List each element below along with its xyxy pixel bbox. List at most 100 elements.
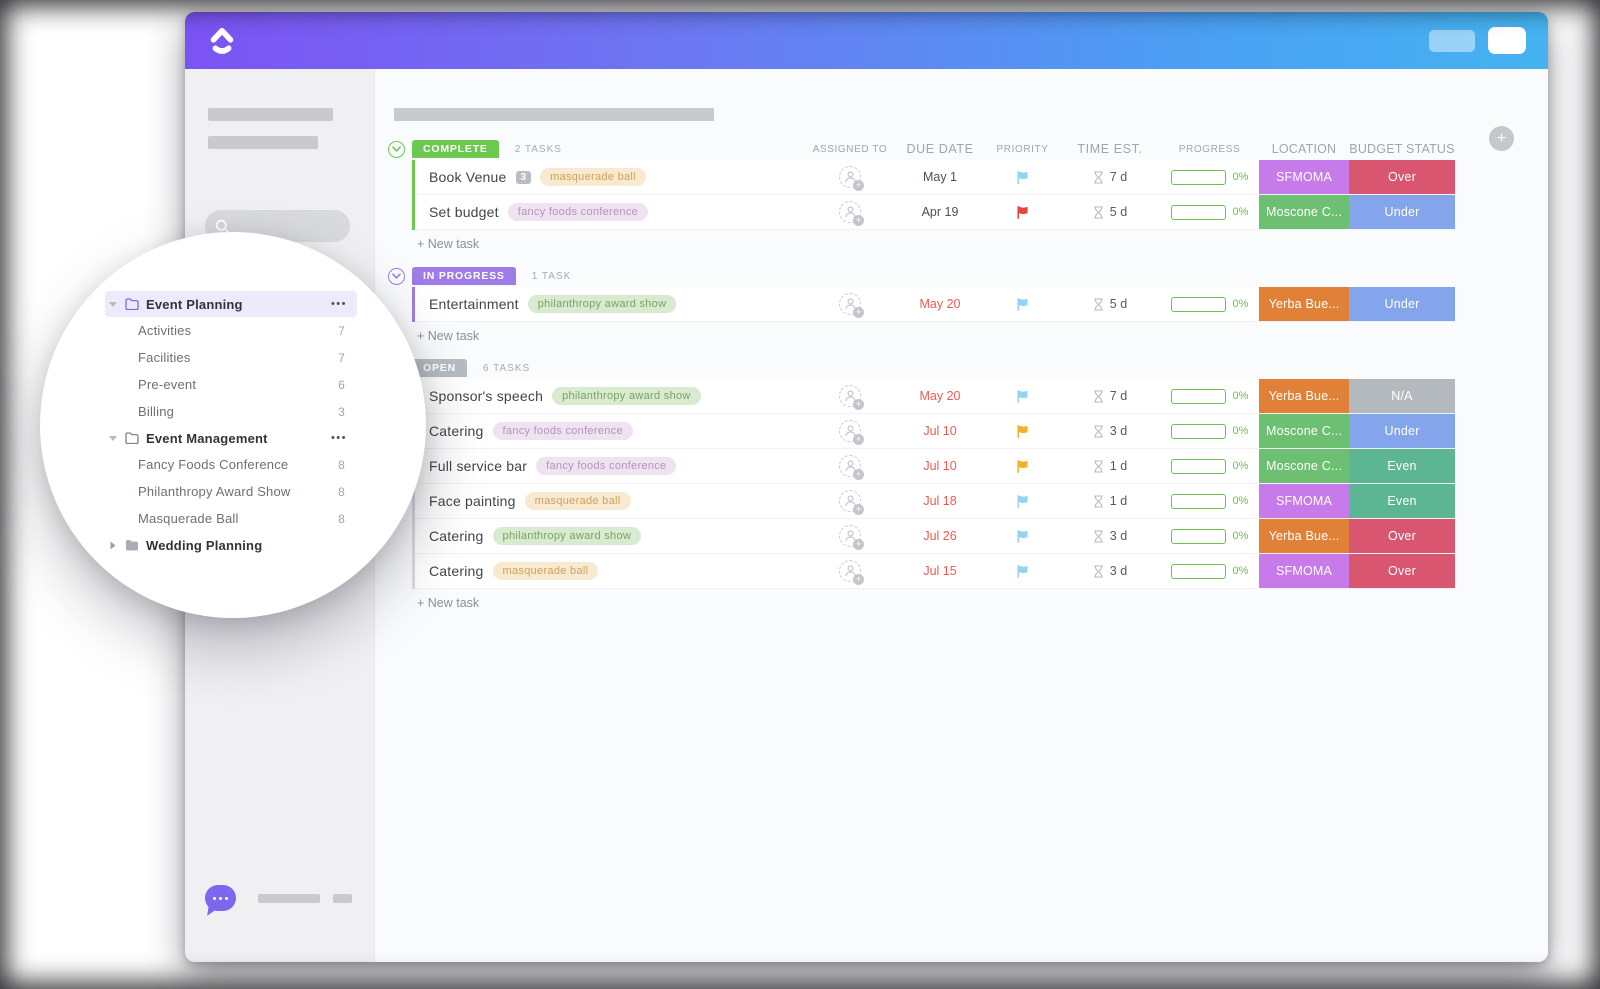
time-estimate[interactable]: 1 d bbox=[1060, 449, 1160, 483]
assignee-add-button[interactable]: + bbox=[839, 385, 864, 410]
column-header-assigned-to[interactable]: ASSIGNED TO bbox=[812, 143, 888, 155]
task-name[interactable]: Catering bbox=[429, 563, 484, 579]
priority-cell[interactable] bbox=[985, 160, 1060, 194]
task-row[interactable]: Face painting masquerade ball + Jul 18 bbox=[415, 484, 1455, 519]
chevron-right-icon[interactable] bbox=[108, 541, 118, 549]
sidebar-list-philanthropy-award-show[interactable]: Philanthropy Award Show 8 bbox=[105, 478, 357, 505]
progress-cell[interactable]: 0% bbox=[1160, 554, 1259, 588]
time-estimate[interactable]: 7 d bbox=[1060, 379, 1160, 413]
due-date[interactable]: Jul 18 bbox=[923, 494, 957, 508]
task-row[interactable]: Set budget fancy foods conference + Apr … bbox=[415, 195, 1455, 230]
task-row[interactable]: Entertainment philanthropy award show + … bbox=[415, 287, 1455, 322]
due-date[interactable]: Jul 15 bbox=[923, 564, 957, 578]
column-header-budget-status[interactable]: BUDGET STATUS bbox=[1349, 142, 1455, 156]
sidebar-list-activities[interactable]: Activities 7 bbox=[105, 317, 357, 344]
progress-cell[interactable]: 0% bbox=[1160, 379, 1259, 413]
assignee-add-button[interactable]: + bbox=[839, 525, 864, 550]
location-cell[interactable]: SFMOMA bbox=[1259, 554, 1349, 588]
chat-button[interactable] bbox=[205, 885, 236, 911]
window-control-pill[interactable] bbox=[1429, 29, 1475, 52]
progress-cell[interactable]: 0% bbox=[1160, 449, 1259, 483]
task-name[interactable]: Face painting bbox=[429, 493, 516, 509]
chevron-down-icon[interactable] bbox=[108, 301, 118, 307]
progress-cell[interactable]: 0% bbox=[1160, 160, 1259, 194]
priority-cell[interactable] bbox=[985, 554, 1060, 588]
task-tag[interactable]: fancy foods conference bbox=[507, 203, 649, 221]
location-cell[interactable]: Moscone C... bbox=[1259, 449, 1349, 483]
task-name[interactable]: Catering bbox=[429, 528, 484, 544]
status-badge[interactable]: OPEN bbox=[412, 359, 467, 377]
status-badge[interactable]: IN PROGRESS bbox=[412, 267, 516, 285]
task-name[interactable]: Catering bbox=[429, 423, 484, 439]
time-estimate[interactable]: 7 d bbox=[1060, 160, 1160, 194]
sidebar-folder-event-planning[interactable]: Event Planning ••• bbox=[105, 291, 357, 317]
budget-status-cell[interactable]: Even bbox=[1349, 449, 1455, 483]
progress-cell[interactable]: 0% bbox=[1160, 414, 1259, 448]
group-toggle[interactable] bbox=[388, 140, 405, 158]
due-date[interactable]: May 20 bbox=[919, 297, 961, 311]
due-date[interactable]: Jul 26 bbox=[923, 529, 957, 543]
task-row[interactable]: Sponsor's speech philanthropy award show… bbox=[415, 379, 1455, 414]
budget-status-cell[interactable]: Over bbox=[1349, 554, 1455, 588]
column-header-location[interactable]: LOCATION bbox=[1271, 142, 1337, 156]
assignee-add-button[interactable]: + bbox=[839, 201, 864, 226]
time-estimate[interactable]: 5 d bbox=[1060, 287, 1160, 321]
location-cell[interactable]: SFMOMA bbox=[1259, 484, 1349, 518]
budget-status-cell[interactable]: Over bbox=[1349, 519, 1455, 553]
chevron-down-icon[interactable] bbox=[108, 435, 118, 441]
task-row[interactable]: Catering philanthropy award show + Jul 2… bbox=[415, 519, 1455, 554]
due-date[interactable]: Jul 10 bbox=[923, 459, 957, 473]
assignee-add-button[interactable]: + bbox=[839, 455, 864, 480]
task-row[interactable]: Book Venue 3 masquerade ball + May 1 bbox=[415, 160, 1455, 195]
budget-status-cell[interactable]: Under bbox=[1349, 414, 1455, 448]
folder-menu-button[interactable]: ••• bbox=[330, 432, 347, 444]
task-name[interactable]: Book Venue bbox=[429, 169, 507, 185]
status-badge[interactable]: COMPLETE bbox=[412, 140, 499, 158]
task-name[interactable]: Full service bar bbox=[429, 458, 528, 474]
sidebar-list-facilities[interactable]: Facilities 7 bbox=[105, 344, 357, 371]
budget-status-cell[interactable]: Even bbox=[1349, 484, 1455, 518]
new-task-button[interactable]: + New task bbox=[417, 596, 480, 610]
time-estimate[interactable]: 3 d bbox=[1060, 554, 1160, 588]
time-estimate[interactable]: 3 d bbox=[1060, 519, 1160, 553]
task-name[interactable]: Entertainment bbox=[429, 296, 519, 312]
task-row[interactable]: Catering masquerade ball + Jul 15 bbox=[415, 554, 1455, 589]
assignee-add-button[interactable]: + bbox=[839, 560, 864, 585]
priority-cell[interactable] bbox=[985, 287, 1060, 321]
task-name[interactable]: Set budget bbox=[429, 204, 499, 220]
location-cell[interactable]: Yerba Bue... bbox=[1259, 287, 1349, 321]
task-tag[interactable]: fancy foods conference bbox=[492, 422, 633, 440]
group-toggle[interactable] bbox=[388, 267, 405, 285]
column-header-priority[interactable]: PRIORITY bbox=[996, 143, 1049, 155]
location-cell[interactable]: Moscone C... bbox=[1259, 414, 1349, 448]
location-cell[interactable]: Moscone C... bbox=[1259, 195, 1349, 229]
priority-cell[interactable] bbox=[985, 379, 1060, 413]
location-cell[interactable]: SFMOMA bbox=[1259, 160, 1349, 194]
budget-status-cell[interactable]: Over bbox=[1349, 160, 1455, 194]
sidebar-list-billing[interactable]: Billing 3 bbox=[105, 398, 357, 425]
folder-menu-button[interactable]: ••• bbox=[330, 298, 347, 310]
task-name[interactable]: Sponsor's speech bbox=[429, 388, 544, 404]
task-row[interactable]: Full service bar fancy foods conference … bbox=[415, 449, 1455, 484]
sidebar-folder-wedding-planning[interactable]: Wedding Planning bbox=[105, 532, 357, 558]
due-date[interactable]: Jul 10 bbox=[923, 424, 957, 438]
priority-cell[interactable] bbox=[985, 519, 1060, 553]
priority-cell[interactable] bbox=[985, 195, 1060, 229]
new-task-button[interactable]: + New task bbox=[417, 329, 480, 343]
column-header-progress[interactable]: PROGRESS bbox=[1178, 143, 1241, 155]
due-date[interactable]: Apr 19 bbox=[921, 205, 959, 219]
progress-cell[interactable]: 0% bbox=[1160, 484, 1259, 518]
priority-cell[interactable] bbox=[985, 449, 1060, 483]
budget-status-cell[interactable]: Under bbox=[1349, 195, 1455, 229]
sidebar-list-pre-event[interactable]: Pre-event 6 bbox=[105, 371, 357, 398]
progress-cell[interactable]: 0% bbox=[1160, 287, 1259, 321]
assignee-add-button[interactable]: + bbox=[839, 490, 864, 515]
new-task-button[interactable]: + New task bbox=[417, 237, 480, 251]
column-header-due-date[interactable]: DUE DATE bbox=[906, 142, 974, 156]
due-date[interactable]: May 1 bbox=[922, 170, 958, 184]
assignee-add-button[interactable]: + bbox=[839, 420, 864, 445]
assignee-add-button[interactable]: + bbox=[839, 293, 864, 318]
task-row[interactable]: Catering fancy foods conference + Jul 10 bbox=[415, 414, 1455, 449]
task-tag[interactable]: fancy foods conference bbox=[536, 457, 677, 475]
budget-status-cell[interactable]: N/A bbox=[1349, 379, 1455, 413]
